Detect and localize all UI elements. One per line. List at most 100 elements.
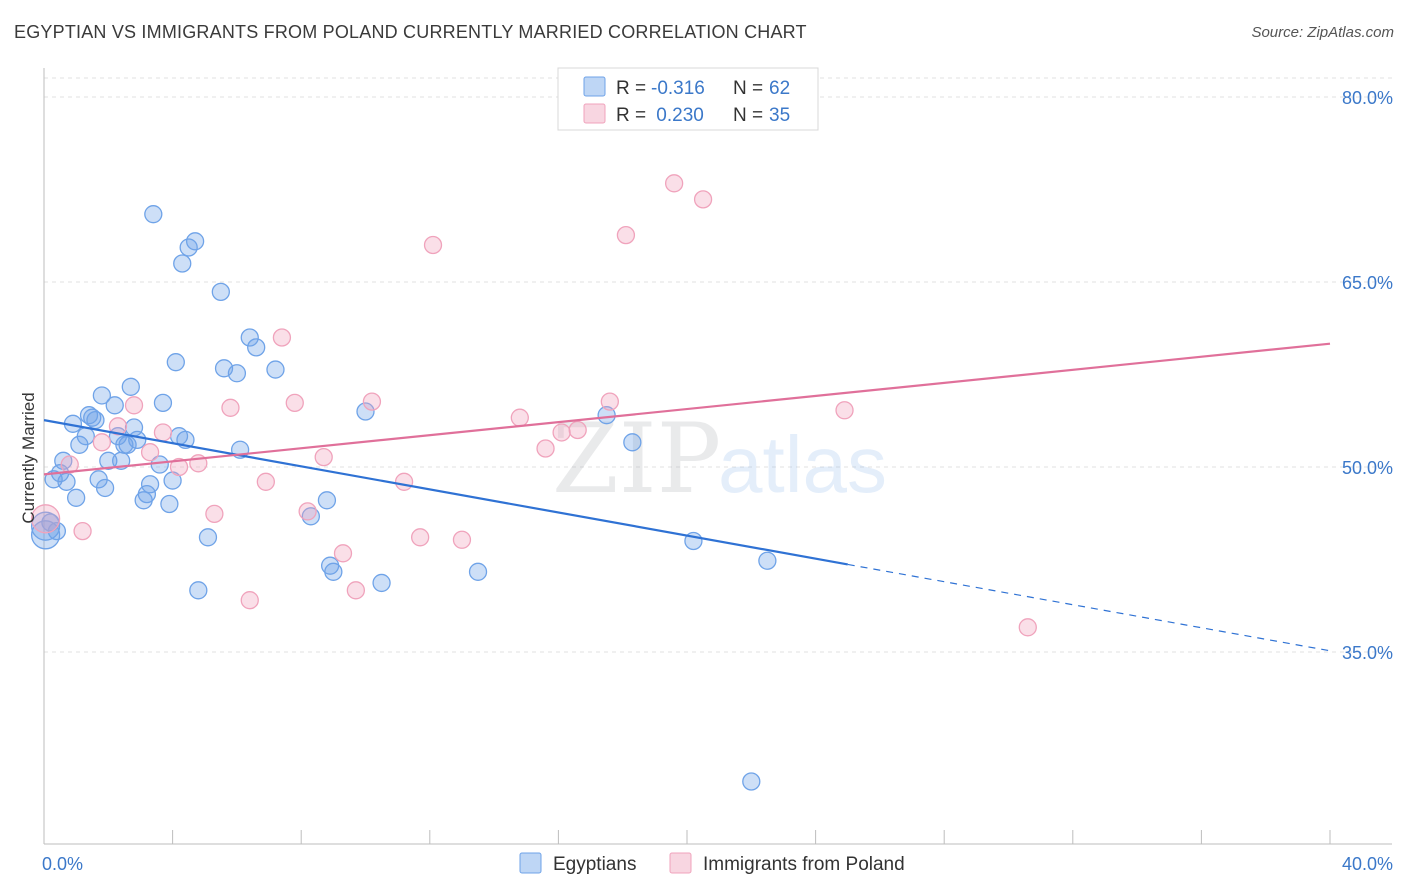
point-poland xyxy=(108,417,128,436)
point-poland xyxy=(664,174,684,193)
point-poland xyxy=(616,225,636,245)
point-egyptians xyxy=(742,772,761,791)
point-egyptians xyxy=(240,328,259,347)
point-poland xyxy=(314,447,333,467)
point-egyptians xyxy=(92,386,112,405)
y-tick-label: 80.0% xyxy=(1342,88,1393,108)
series-legend: Egyptians Immigrants from Poland xyxy=(519,852,905,875)
point-egyptians xyxy=(57,472,76,491)
stats-r-value: -0.316 xyxy=(651,78,705,99)
point-egyptians xyxy=(153,393,173,413)
point-egyptians xyxy=(211,282,230,302)
source-label: Source: ZipAtlas.com xyxy=(1251,24,1394,41)
point-poland xyxy=(272,328,292,347)
y-tick-label: 50.0% xyxy=(1342,458,1393,478)
point-poland xyxy=(423,235,443,255)
point-egyptians xyxy=(95,478,115,498)
point-egyptians xyxy=(83,408,102,427)
point-egyptians xyxy=(144,205,163,224)
point-poland xyxy=(552,423,571,442)
point-poland xyxy=(333,544,353,563)
y-axis-title: Currently Married xyxy=(19,392,38,523)
y-tick-label: 35.0% xyxy=(1342,643,1393,663)
x-tick-label: 40.0% xyxy=(1342,854,1393,874)
point-poland xyxy=(568,420,587,440)
point-egyptians xyxy=(189,581,208,600)
trend-line-egyptians xyxy=(43,419,848,566)
point-egyptians xyxy=(30,520,61,550)
point-poland xyxy=(693,190,713,209)
point-poland xyxy=(411,528,430,547)
stats-legend-box xyxy=(557,67,819,131)
point-poland xyxy=(140,443,160,462)
point-egyptians xyxy=(356,402,375,421)
tick-labels: 80.0% 65.0% 50.0% 35.0% 0.0% 40.0% xyxy=(42,88,1393,874)
stats-swatch-poland xyxy=(583,103,606,124)
point-poland xyxy=(92,433,112,452)
x-tick-label: 0.0% xyxy=(42,854,83,874)
point-poland xyxy=(452,530,472,549)
point-egyptians xyxy=(166,353,185,372)
legend-label-egyptians: Egyptians xyxy=(553,854,636,875)
stats-legend: R = -0.316 N = 62 R = 0.230 N = 35 xyxy=(557,67,819,131)
point-egyptians xyxy=(266,360,285,379)
point-egyptians xyxy=(121,377,140,396)
point-egyptians xyxy=(597,406,616,425)
point-poland xyxy=(124,396,144,415)
point-egyptians xyxy=(758,551,777,570)
point-poland xyxy=(30,504,61,534)
point-egyptians xyxy=(372,573,391,593)
chart-title: EGYPTIAN VS IMMIGRANTS FROM POLAND CURRE… xyxy=(14,22,807,42)
point-egyptians xyxy=(47,521,67,541)
point-poland xyxy=(153,423,173,442)
point-poland xyxy=(240,591,259,610)
point-egyptians xyxy=(324,562,343,581)
point-egyptians xyxy=(105,396,124,415)
point-poland xyxy=(205,504,224,524)
trend-line-poland xyxy=(43,342,1331,476)
point-egyptians xyxy=(317,491,337,510)
point-egyptians xyxy=(185,232,205,251)
stats-n-label: N = xyxy=(733,105,763,126)
point-egyptians xyxy=(227,364,247,383)
point-egyptians xyxy=(118,435,137,454)
point-poland xyxy=(60,455,79,474)
point-egyptians xyxy=(99,451,118,470)
y-tick-label: 65.0% xyxy=(1342,273,1393,293)
point-egyptians xyxy=(160,494,179,514)
point-egyptians xyxy=(128,430,147,450)
point-poland xyxy=(298,502,317,521)
axes xyxy=(43,68,1392,845)
legend-label-poland: Immigrants from Poland xyxy=(703,854,905,875)
watermark-atlas: atlas xyxy=(718,420,887,509)
point-poland xyxy=(536,439,555,458)
legend-swatch-poland xyxy=(669,852,692,874)
point-poland xyxy=(835,401,854,420)
point-egyptians xyxy=(30,511,61,541)
stats-r-label: R = xyxy=(616,105,646,126)
point-poland xyxy=(510,408,529,427)
point-egyptians xyxy=(247,338,266,357)
point-poland xyxy=(600,392,619,411)
point-poland xyxy=(256,472,275,491)
legend-swatch-egyptians xyxy=(519,852,542,874)
stats-n-value: 62 xyxy=(769,78,790,99)
stats-swatch-egyptians xyxy=(583,76,606,97)
point-egyptians xyxy=(173,254,192,273)
point-egyptians xyxy=(76,427,95,446)
point-poland xyxy=(346,581,366,600)
stats-n-label: N = xyxy=(733,78,763,99)
trend-lines xyxy=(43,342,1331,652)
point-egyptians xyxy=(301,507,320,526)
data-points xyxy=(30,174,1037,791)
gridlines xyxy=(44,77,1392,653)
point-egyptians xyxy=(468,562,488,581)
point-poland xyxy=(285,393,304,413)
point-egyptians xyxy=(198,528,218,547)
stats-r-value: 0.230 xyxy=(651,105,704,126)
point-poland xyxy=(362,392,382,411)
point-poland xyxy=(169,457,189,477)
point-poland xyxy=(394,472,414,491)
point-egyptians xyxy=(140,475,160,494)
